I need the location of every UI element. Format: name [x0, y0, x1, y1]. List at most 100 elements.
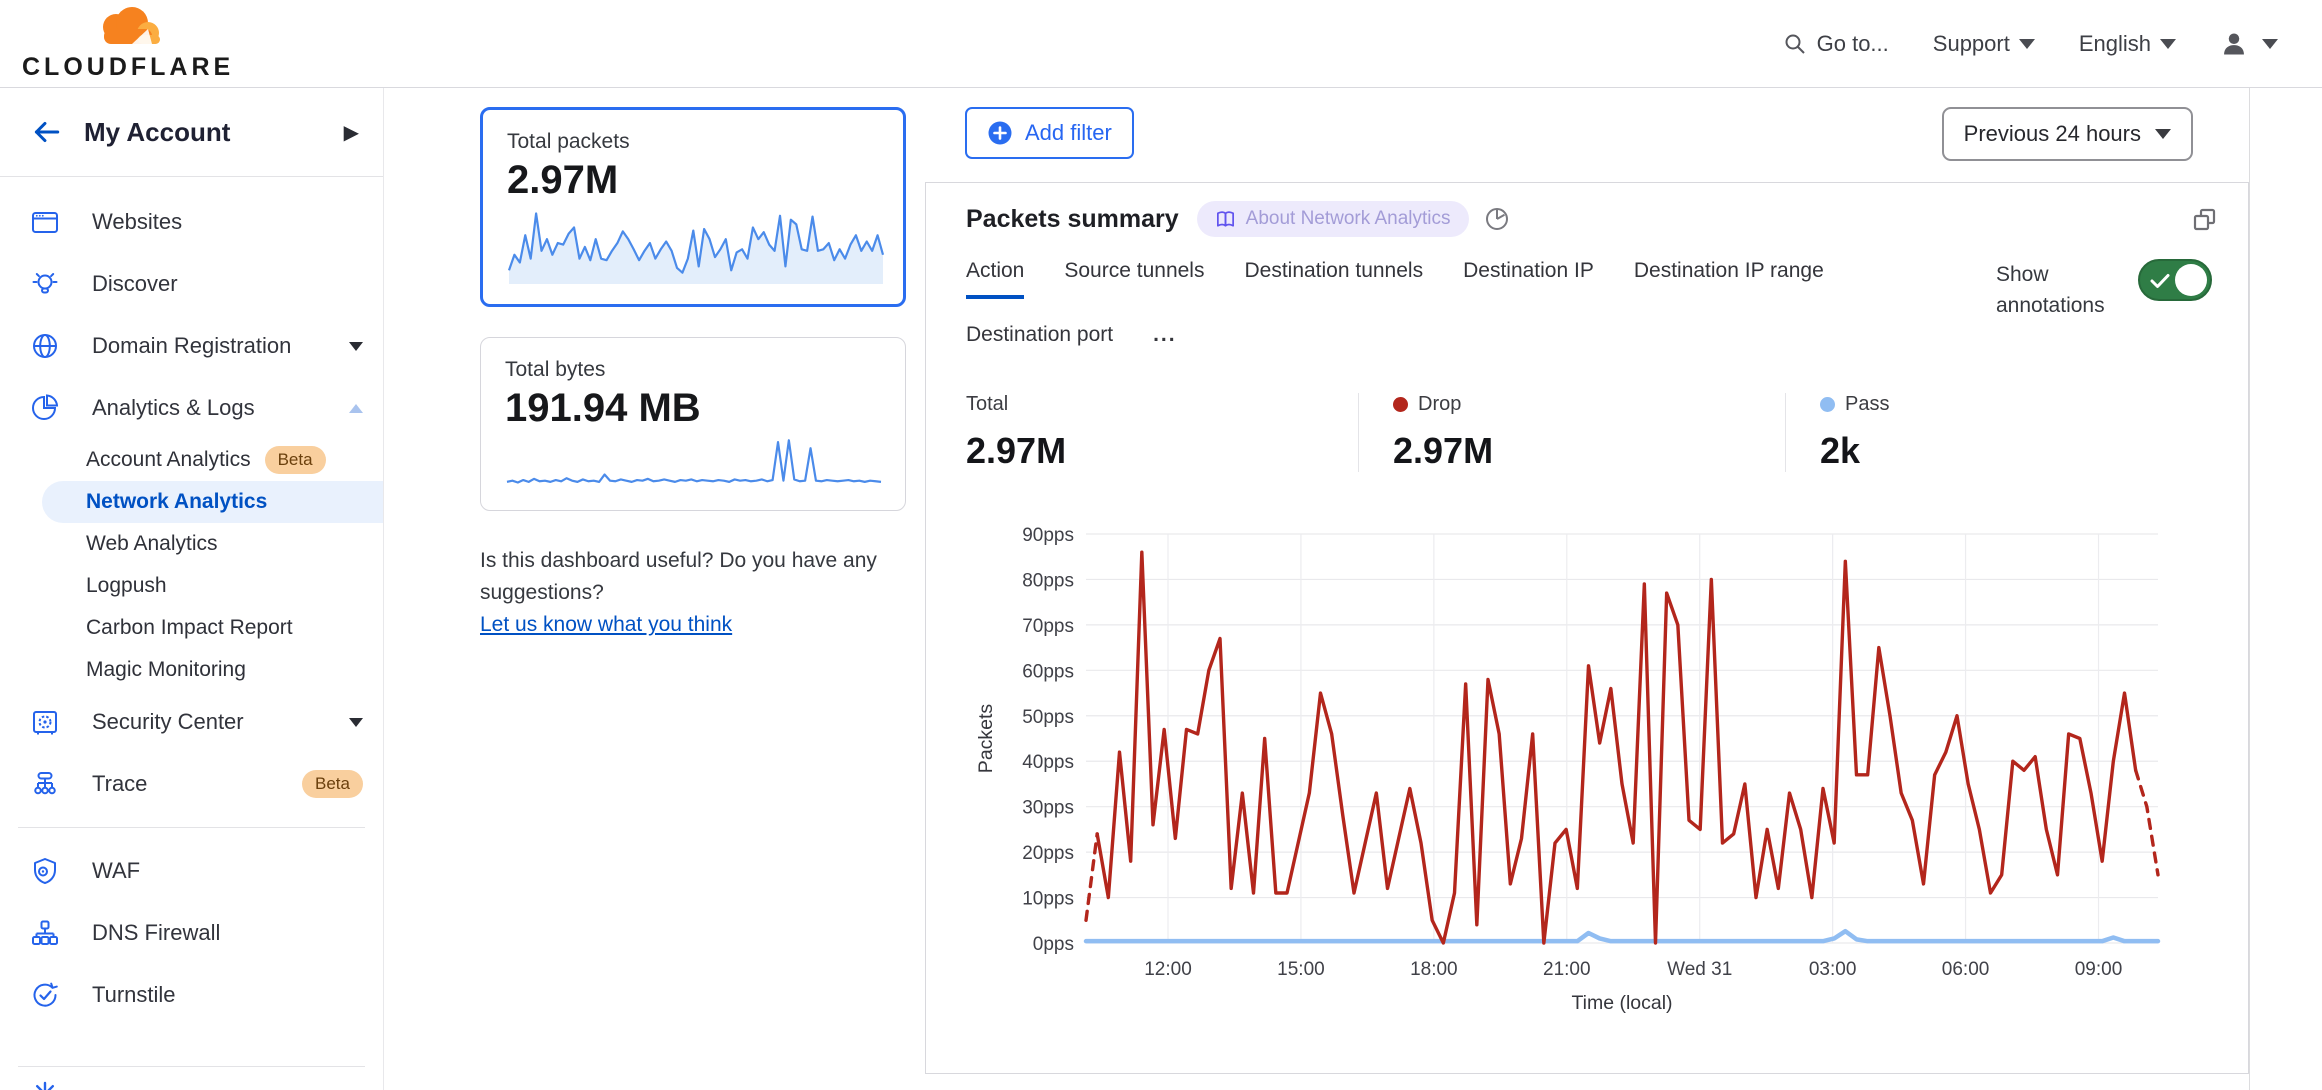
analytics-content: Add filter Previous 24 hours Packets sum…	[925, 88, 2250, 1090]
svg-text:03:00: 03:00	[1809, 959, 1857, 980]
sidebar-subitem-web-analytics[interactable]: Web Analytics	[86, 532, 218, 555]
chevron-down-icon	[349, 717, 363, 727]
svg-text:06:00: 06:00	[1942, 959, 1990, 980]
add-filter-button[interactable]: Add filter	[965, 107, 1134, 159]
sidebar-item-waf[interactable]: WAF	[0, 840, 383, 902]
svg-text:10pps: 10pps	[1022, 889, 1074, 910]
sidebar-subitem-logpush[interactable]: Logpush	[86, 574, 167, 597]
account-menu[interactable]	[2220, 30, 2278, 58]
sidebar-item-discover[interactable]: Discover	[0, 253, 383, 315]
about-network-analytics-pill[interactable]: About Network Analytics	[1196, 201, 1469, 237]
support-label: Support	[1932, 30, 2010, 56]
packets-sparkline	[507, 212, 885, 284]
svg-text:Wed 31: Wed 31	[1667, 959, 1732, 980]
tab-destination-tunnels[interactable]: Destination tunnels	[1244, 259, 1424, 282]
chevron-down-icon	[2262, 38, 2278, 49]
svg-text:50pps: 50pps	[1022, 707, 1074, 728]
sidebar-divider	[18, 1066, 365, 1067]
chevron-up-icon	[349, 403, 363, 413]
tab-destination-ip-range[interactable]: Destination IP range	[1633, 259, 1824, 282]
lightbulb-icon	[32, 273, 58, 294]
shield-gear-icon	[34, 858, 56, 884]
support-menu[interactable]: Support	[1933, 31, 2035, 57]
tab-destination-ip[interactable]: Destination IP	[1463, 259, 1594, 282]
sidebar-item-domain-registration[interactable]: Domain Registration	[0, 315, 383, 377]
svg-text:15:00: 15:00	[1277, 959, 1325, 980]
total-packets-value: 2.97M	[507, 158, 619, 202]
trace-icon	[34, 772, 56, 795]
popout-icon[interactable]	[2190, 205, 2220, 235]
sidebar-subitem-magic-monitoring[interactable]: Magic Monitoring	[86, 658, 246, 681]
pie-chart-icon	[32, 394, 59, 420]
tab-source-tunnels[interactable]: Source tunnels	[1064, 259, 1205, 282]
dimension-tabs: Action Source tunnels Destination tunnel…	[966, 259, 1976, 359]
sidebar-item-security-center[interactable]: Security Center	[0, 691, 383, 753]
svg-text:21:00: 21:00	[1543, 959, 1591, 980]
svg-text:Time (local): Time (local)	[1571, 992, 1672, 1014]
stat-drop: Drop 2.97M	[1358, 393, 1785, 472]
panel-title: Packets summary	[966, 204, 1179, 233]
total-packets-label: Total packets	[507, 130, 630, 153]
user-icon	[2224, 33, 2244, 54]
tab-action[interactable]: Action	[966, 259, 1025, 299]
total-bytes-label: Total bytes	[505, 358, 606, 381]
sidebar-item-analytics-logs[interactable]: Analytics & Logs	[0, 377, 383, 439]
cloudflare-cloud-icon	[103, 7, 161, 44]
svg-text:20pps: 20pps	[1022, 843, 1074, 864]
sidebar-item-websites[interactable]: Websites	[0, 191, 383, 253]
check-icon	[2150, 274, 2170, 288]
svg-text:70pps: 70pps	[1022, 616, 1074, 637]
svg-text:60pps: 60pps	[1022, 661, 1074, 682]
time-pie-icon[interactable]	[1483, 205, 1511, 233]
feedback-prompt: Is this dashboard useful? Do you have an…	[480, 545, 900, 641]
sidebar: My Account ▶ Websites	[0, 88, 384, 1090]
back-arrow-icon[interactable]	[30, 116, 62, 148]
total-bytes-card[interactable]: Total bytes 191.94 MB	[480, 337, 906, 511]
bytes-sparkline	[506, 439, 882, 484]
chevron-down-icon	[2160, 38, 2176, 49]
svg-text:30pps: 30pps	[1022, 798, 1074, 819]
beta-badge: Beta	[264, 446, 326, 474]
book-icon	[1216, 210, 1234, 227]
total-packets-card[interactable]: Total packets 2.97M	[480, 107, 906, 307]
sidebar-subitem-carbon-impact-report[interactable]: Carbon Impact Report	[86, 616, 293, 639]
goto-search[interactable]: Go to...	[1783, 31, 1889, 57]
refresh-check-icon	[33, 982, 58, 1007]
stat-pass: Pass 2k	[1785, 393, 2212, 472]
legend-stats: Total 2.97M Drop 2.97M	[966, 393, 2212, 472]
chevron-right-icon[interactable]: ▶	[343, 121, 359, 144]
language-label: English	[2078, 30, 2151, 56]
drop-legend-dot	[1393, 397, 1408, 412]
chevron-down-icon	[2155, 129, 2171, 139]
chevron-down-icon	[349, 341, 363, 351]
svg-text:09:00: 09:00	[2075, 959, 2123, 980]
packets-time-series-chart[interactable]: 0pps 10pps 20pps 30pps 40pps 50pps 60pps 70pps 8…	[966, 518, 2212, 1028]
svg-text:80pps: 80pps	[1022, 570, 1074, 591]
brand-wordmark: CLOUDFLARE	[22, 53, 235, 81]
globe-icon	[33, 334, 57, 358]
sidebar-subitem-account-analytics[interactable]: Account Analytics Beta	[0, 439, 383, 481]
sidebar-divider	[18, 827, 365, 828]
time-range-dropdown[interactable]: Previous 24 hours	[1941, 107, 2193, 161]
sidebar-item-trace[interactable]: Trace Beta	[0, 753, 383, 815]
pass-legend-dot	[1820, 397, 1835, 412]
packets-summary-panel: Packets summary About Network Analytics	[925, 182, 2249, 1074]
language-menu[interactable]: English	[2079, 31, 2176, 57]
svg-text:18:00: 18:00	[1410, 959, 1458, 980]
feedback-question: Is this dashboard useful? Do you have an…	[480, 549, 877, 604]
tab-destination-port[interactable]: Destination port	[966, 323, 1114, 346]
feedback-link[interactable]: Let us know what you think	[480, 613, 733, 636]
starburst-icon[interactable]	[30, 1079, 60, 1090]
more-tabs-ellipsis[interactable]: ...	[1153, 323, 1177, 346]
sidebar-item-turnstile[interactable]: Turnstile	[0, 964, 383, 1026]
sidebar-subitem-network-analytics[interactable]: Network Analytics	[42, 481, 383, 523]
cloudflare-logo[interactable]: CLOUDFLARE	[22, 5, 234, 82]
svg-text:Packets: Packets	[975, 704, 997, 774]
browser-icon	[32, 212, 58, 233]
safe-icon	[33, 711, 57, 735]
sidebar-item-dns-firewall[interactable]: DNS Firewall	[0, 902, 383, 964]
top-navbar: CLOUDFLARE Go to... Support English	[0, 0, 2322, 88]
annotations-toggle[interactable]	[2138, 259, 2212, 301]
total-bytes-value: 191.94 MB	[505, 386, 701, 430]
account-title[interactable]: My Account	[84, 116, 231, 147]
